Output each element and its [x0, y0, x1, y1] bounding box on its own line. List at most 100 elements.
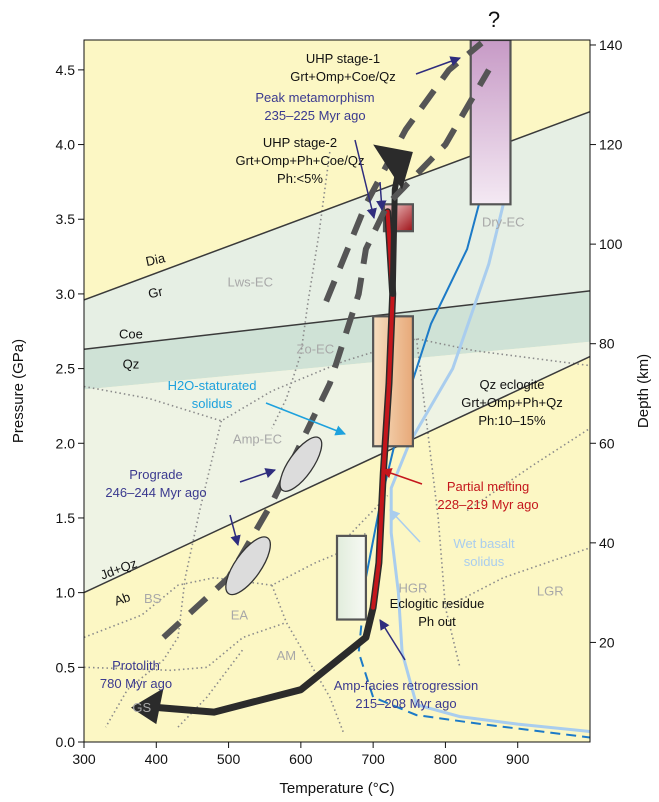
y2-tick-label-20: 20	[599, 634, 615, 650]
facies-boundary-1	[105, 420, 223, 728]
leader-arrow-1	[354, 139, 377, 220]
y-tick-label-1: 0.5	[56, 659, 76, 675]
facies-boundary-3	[271, 584, 345, 735]
annotation-eclogitic-residue-1: Ph out	[418, 614, 456, 629]
annotation-partial-melting-1: 228–219 Myr ago	[437, 497, 538, 512]
annotation-uhp2-0: UHP stage-2	[263, 135, 337, 150]
y-tick-label-2: 1.0	[56, 585, 76, 601]
annotation-uhp1-1: Grt+Omp+Coe/Qz	[290, 69, 395, 84]
y-axis-label: Pressure (GPa)	[10, 339, 27, 443]
dia-gr-label-1: Gr	[147, 284, 165, 302]
quartz-eclogite-band	[84, 341, 590, 593]
annotation-qz-eclogite-2: Ph:10–15%	[478, 413, 546, 428]
annotation-uhp2-2: Ph:<5%	[277, 171, 323, 186]
annotation-protolith-1: 780 Myr ago	[100, 676, 172, 691]
annotation-h2o-0: H2O-staturated	[168, 378, 257, 393]
stability-bands	[84, 111, 590, 593]
leader-arrow-3	[265, 402, 346, 436]
facies-boundary-5	[177, 648, 244, 728]
facies-boundary-4	[84, 621, 287, 672]
retrograde-arrowhead	[130, 688, 164, 725]
graphite-coesite-band	[84, 111, 590, 350]
x-tick-label-600: 600	[289, 751, 313, 767]
plot-frame	[83, 39, 591, 743]
jd-ab-label-1: Ab	[112, 589, 132, 609]
field-label-lws-ec: Lws-EC	[227, 274, 273, 289]
h2o-saturated-solidus-dashed	[357, 577, 590, 739]
uhp-stage-1-box	[469, 40, 512, 206]
y2-tick-label-140: 140	[599, 37, 623, 53]
y-tick-label-5: 2.5	[56, 361, 76, 377]
jd-ab-line	[84, 355, 590, 594]
field-label-lgr: LGR	[537, 584, 564, 599]
annotation-uhp2-1: Grt+Omp+Ph+Coe/Qz	[236, 153, 365, 168]
leader-arrow-2	[376, 181, 387, 212]
field-label-gs: GS	[132, 700, 151, 715]
facies-boundary-0	[84, 337, 590, 422]
annotation-amp-retro-1: 215–208 Myr ago	[355, 696, 456, 711]
annotation-qz-eclogite-0: Qz eclogite	[479, 377, 544, 392]
annotation-prograde-1: 246–244 Myr ago	[105, 485, 206, 500]
annotation-uhp1-0: UHP stage-1	[306, 51, 380, 66]
annotation-peak-1: 235–225 Myr ago	[264, 108, 365, 123]
annotation-h2o-1: solidus	[192, 396, 233, 411]
leader-arrow-5	[229, 514, 241, 547]
y-tick-label-8: 4.0	[56, 137, 76, 153]
uhp-arrowhead	[373, 144, 413, 190]
x-tick-label-800: 800	[434, 751, 458, 767]
leader-arrow-8	[379, 619, 406, 661]
y-axis-left: 0.0 0.5 1.0 1.5 2.0 2.5 3.0 3.5 4.0 4.5	[56, 62, 84, 750]
annotation-prograde-0: Prograde	[129, 467, 182, 482]
leader-arrow-0	[415, 56, 461, 75]
coesite-quartz-band	[84, 290, 590, 390]
x-tick-label-300: 300	[72, 751, 96, 767]
y-tick-label-9: 4.5	[56, 62, 76, 78]
leader-arrow-6	[381, 468, 423, 485]
coe-qz-line	[84, 290, 590, 350]
y-tick-label-3: 1.5	[56, 510, 76, 526]
annotation-arrows	[229, 56, 461, 661]
annotation-qz-eclogite-1: Grt+Omp+Ph+Qz	[461, 395, 563, 410]
y2-tick-label-120: 120	[599, 137, 623, 153]
y-tick-label-4: 2.0	[56, 435, 76, 451]
y2-tick-label-80: 80	[599, 336, 615, 352]
annotation-eclogitic-residue-0: Eclogitic residue	[390, 596, 485, 611]
y2-tick-label-60: 60	[599, 435, 615, 451]
coe-qz-label-0: Coe	[119, 327, 143, 342]
y-axis-right: 20 40 60 80 100 120 140	[590, 37, 623, 650]
eclogitic-residue-box	[335, 534, 368, 621]
prograde-ellipse-2	[225, 536, 271, 596]
x-tick-label-500: 500	[217, 751, 241, 767]
annotation-amp-retro-0: Amp-facies retrogression	[334, 678, 479, 693]
field-label-bs: BS	[144, 591, 162, 606]
annotation-peak-0: Peak metamorphism	[255, 90, 374, 105]
uhp1-path	[323, 40, 484, 303]
prograde-ellipse-1	[279, 436, 323, 492]
field-label-zo-ec: Zo-EC	[297, 342, 335, 357]
field-label-amp-ec: Amp-EC	[233, 431, 282, 446]
x-axis: 300 400 500 600 700 800 900	[72, 742, 530, 767]
x-tick-label-400: 400	[145, 751, 169, 767]
facies-labels: Lws-EC Zo-EC Amp-EC Dry-EC HGR LGR BS EA AM GS	[132, 215, 563, 715]
wet-basalt-solidus	[389, 189, 590, 733]
facies-boundary-8	[445, 547, 590, 609]
annotation-partial-melting-0: Partial melting	[447, 479, 529, 494]
facies-boundary-7	[415, 338, 461, 668]
field-label-ea: EA	[231, 608, 249, 623]
x-axis-label: Temperature (°C)	[279, 780, 394, 797]
field-label-hgr: HGR	[398, 581, 427, 596]
annotation-wet-basalt-1: solidus	[464, 554, 505, 569]
annotation-protolith-0: Protolith	[112, 658, 160, 673]
coe-qz-label-1: Qz	[123, 357, 140, 372]
leader-arrow-4	[239, 468, 276, 483]
annotation-wet-basalt-0: Wet basalt	[453, 536, 515, 551]
x-tick-label-700: 700	[361, 751, 385, 767]
y-tick-label-0: 0.0	[56, 734, 76, 750]
y-tick-label-6: 3.0	[56, 286, 76, 302]
y-tick-label-7: 3.5	[56, 211, 76, 227]
prograde-ellipses	[225, 436, 323, 596]
annotations: UHP stage-1 Grt+Omp+Coe/Qz Peak metamorphi…	[100, 7, 563, 711]
y2-axis-label: Depth (km)	[635, 354, 652, 428]
y2-tick-label-40: 40	[599, 535, 615, 551]
